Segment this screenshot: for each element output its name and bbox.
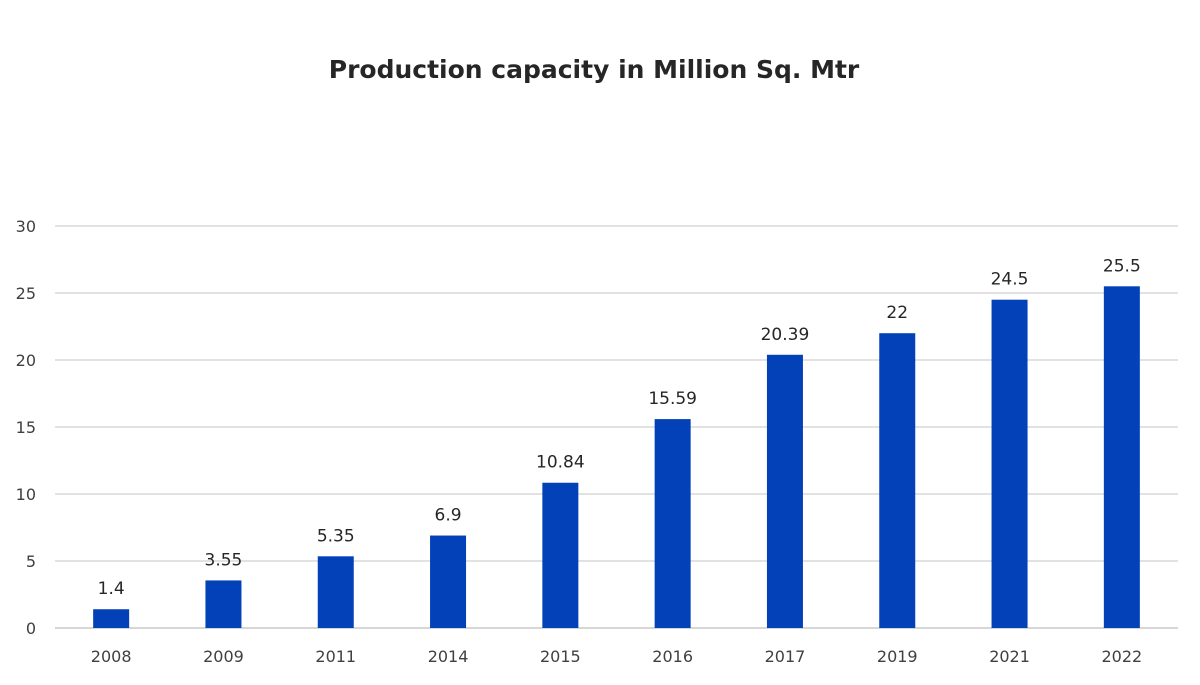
data-label: 24.5 bbox=[991, 270, 1029, 290]
x-tick-label: 2011 bbox=[315, 647, 356, 666]
data-labels: 1.4 3.55 5.35 6.9 10.84 15.59 20.39 22 24.5 25.5 bbox=[98, 256, 1141, 599]
bar-2008 bbox=[93, 609, 130, 628]
data-label: 25.5 bbox=[1103, 256, 1141, 276]
bar-2019 bbox=[879, 333, 916, 628]
y-tick-label: 0 bbox=[26, 619, 36, 638]
bars bbox=[93, 286, 1140, 628]
data-label: 22 bbox=[886, 303, 908, 323]
bar-2011 bbox=[317, 556, 354, 628]
bar-2022 bbox=[1103, 286, 1140, 628]
data-label: 1.4 bbox=[98, 579, 125, 599]
y-tick-label: 30 bbox=[16, 217, 36, 236]
x-tick-label: 2014 bbox=[428, 647, 469, 666]
data-label: 20.39 bbox=[761, 325, 810, 345]
chart-title: Production capacity in Million Sq. Mtr bbox=[329, 55, 860, 84]
x-tick-label: 2016 bbox=[652, 647, 693, 666]
x-tick-label: 2008 bbox=[91, 647, 132, 666]
data-label: 10.84 bbox=[536, 453, 585, 473]
x-tick-label: 2021 bbox=[989, 647, 1030, 666]
x-tick-label: 2009 bbox=[203, 647, 244, 666]
data-label: 3.55 bbox=[205, 550, 243, 570]
y-tick-label: 15 bbox=[16, 418, 36, 437]
data-label: 15.59 bbox=[648, 389, 697, 409]
bar-2021 bbox=[991, 299, 1028, 628]
bar-2015 bbox=[542, 482, 579, 628]
bar-2009 bbox=[205, 580, 242, 628]
y-tick-label: 20 bbox=[16, 351, 36, 370]
x-tick-label: 2015 bbox=[540, 647, 581, 666]
y-tick-label: 5 bbox=[26, 552, 36, 571]
bar-2017 bbox=[766, 354, 803, 628]
x-tick-label: 2022 bbox=[1101, 647, 1142, 666]
x-axis-ticks: 2008 2009 2011 2014 2015 2016 2017 2019 2021 2022 bbox=[91, 647, 1142, 666]
x-tick-label: 2017 bbox=[765, 647, 806, 666]
data-label: 5.35 bbox=[317, 526, 355, 546]
y-axis-ticks: 0 5 10 15 20 25 30 bbox=[16, 217, 36, 638]
y-tick-label: 25 bbox=[16, 284, 36, 303]
bar-2016 bbox=[654, 419, 691, 628]
gridlines bbox=[55, 225, 1178, 629]
x-tick-label: 2019 bbox=[877, 647, 918, 666]
y-tick-label: 10 bbox=[16, 485, 36, 504]
bar-2014 bbox=[430, 535, 467, 628]
data-label: 6.9 bbox=[435, 506, 462, 526]
